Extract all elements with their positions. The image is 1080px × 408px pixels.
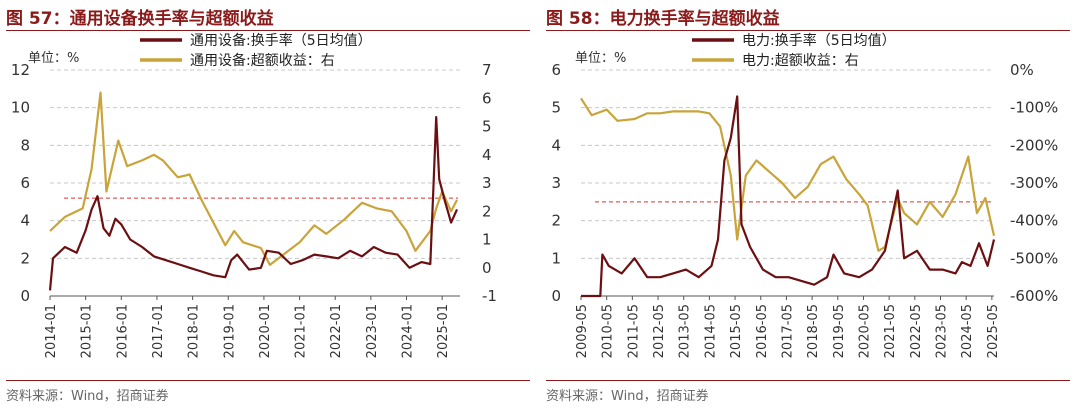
excess-return-series-line xyxy=(580,97,996,252)
y-left-tick-label: 5 xyxy=(551,99,561,117)
y-left-tick-label: 2 xyxy=(551,212,561,230)
y-left-tick-label: 6 xyxy=(551,61,561,79)
legend-label: 通用设备:换手率（5日均值） xyxy=(190,32,372,49)
source-note: 资料来源：Wind，招商证券 xyxy=(6,389,169,404)
x-tick-label: 2009-05 xyxy=(575,304,590,358)
y-right-tick-label: -400% xyxy=(1010,212,1058,230)
y-left-tick-label: 3 xyxy=(551,174,561,192)
y-right-tick-label: 2 xyxy=(482,202,492,220)
x-tick-label: 2025-05 xyxy=(986,304,1001,358)
title-rule xyxy=(6,30,530,31)
x-tick-label: 2024-01 xyxy=(401,304,416,358)
y-right-tick-label: -200% xyxy=(1010,136,1058,154)
source-rule xyxy=(546,380,1070,381)
y-right-tick-label: -600% xyxy=(1010,287,1058,305)
y-left-tick-label: 0 xyxy=(20,287,30,305)
x-tick-label: 2017-01 xyxy=(151,304,166,358)
y-left-tick-label: 2 xyxy=(20,249,30,267)
x-tick-label: 2021-01 xyxy=(294,304,309,358)
source-rule xyxy=(6,380,530,381)
figure-title: 图 57：通用设备换手率与超额收益 xyxy=(6,9,274,29)
x-tick-label: 2018-01 xyxy=(187,304,202,358)
unit-label: 单位：% xyxy=(28,51,79,66)
y-right-tick-label: 7 xyxy=(482,61,492,79)
x-tick-label: 2019-05 xyxy=(832,304,847,358)
excess-return-series-line xyxy=(49,91,458,266)
y-left-tick-label: 1 xyxy=(551,249,561,267)
y-right-tick-label: -1 xyxy=(482,287,497,305)
y-left-tick-label: 8 xyxy=(20,136,30,154)
x-tick-label: 2015-01 xyxy=(80,304,95,358)
y-right-tick-label: 5 xyxy=(482,118,492,136)
y-left-tick-label: 6 xyxy=(20,174,30,192)
y-left-tick-label: 0 xyxy=(551,287,561,305)
title-rule xyxy=(546,30,1070,31)
figure-title: 图 58：电力换手率与超额收益 xyxy=(546,9,780,29)
x-tick-label: 2012-05 xyxy=(652,304,667,358)
turnover-excess-chart: 单位：% 0 1 2 3 4 5 6 -600% -500% -400% -300% -200% -100… xyxy=(551,32,1058,358)
y-right-tick-label: -300% xyxy=(1010,174,1058,192)
y-left-tick-label: 12 xyxy=(11,61,30,79)
x-tick-label: 2024-05 xyxy=(960,304,975,358)
x-tick-label: 2025-01 xyxy=(436,304,451,358)
x-tick-label: 2017-05 xyxy=(780,304,795,358)
x-tick-label: 2010-05 xyxy=(601,304,616,358)
unit-label: 单位：% xyxy=(575,51,626,66)
x-tick-label: 2015-05 xyxy=(729,304,744,358)
turnover-series-line xyxy=(581,95,996,298)
y-right-tick-label: 0 xyxy=(482,259,492,277)
x-tick-label: 2018-05 xyxy=(806,304,821,358)
legend-label: 通用设备:超额收益：右 xyxy=(190,52,335,69)
figure-57: 图 57：通用设备换手率与超额收益 单位：% 0 2 4 6 8 10 12 -1 0 1 2 3 4 5 6… xyxy=(6,9,530,404)
x-tick-label: 2020-05 xyxy=(857,304,872,358)
x-tick-label: 2023-01 xyxy=(365,304,380,358)
y-right-tick-label: 4 xyxy=(482,146,492,164)
x-tick-label: 2021-05 xyxy=(883,304,898,358)
y-left-tick-label: 4 xyxy=(551,136,561,154)
y-left-tick-label: 4 xyxy=(20,212,30,230)
x-tick-label: 2022-05 xyxy=(909,304,924,358)
x-tick-label: 2011-05 xyxy=(626,304,641,358)
y-right-tick-label: -500% xyxy=(1010,249,1058,267)
x-tick-label: 2016-05 xyxy=(755,304,770,358)
y-right-tick-label: 3 xyxy=(482,174,492,192)
x-tick-label: 2016-01 xyxy=(115,304,130,358)
x-tick-label: 2013-05 xyxy=(678,304,693,358)
source-note: 资料来源：Wind，招商证券 xyxy=(546,389,709,404)
x-tick-label: 2014-05 xyxy=(703,304,718,358)
x-tick-label: 2023-05 xyxy=(935,304,950,358)
y-right-tick-label: 6 xyxy=(482,89,492,107)
y-right-tick-label: -100% xyxy=(1010,99,1058,117)
y-right-tick-label: 1 xyxy=(482,231,492,249)
figure-58: 图 58：电力换手率与超额收益 单位：% 0 1 2 3 4 5 6 -600% -500% -40… xyxy=(540,0,1080,408)
legend-label: 电力:超额收益：右 xyxy=(742,53,859,69)
x-tick-label: 2022-01 xyxy=(329,304,344,358)
y-left-tick-label: 10 xyxy=(11,99,30,117)
y-right-tick-label: 0% xyxy=(1010,61,1034,79)
turnover-series-line xyxy=(48,116,459,291)
x-tick-label: 2019-01 xyxy=(222,304,237,358)
x-tick-label: 2020-01 xyxy=(258,304,273,358)
legend-label: 电力:换手率（5日均值） xyxy=(742,32,896,49)
x-tick-label: 2014-01 xyxy=(44,304,59,358)
